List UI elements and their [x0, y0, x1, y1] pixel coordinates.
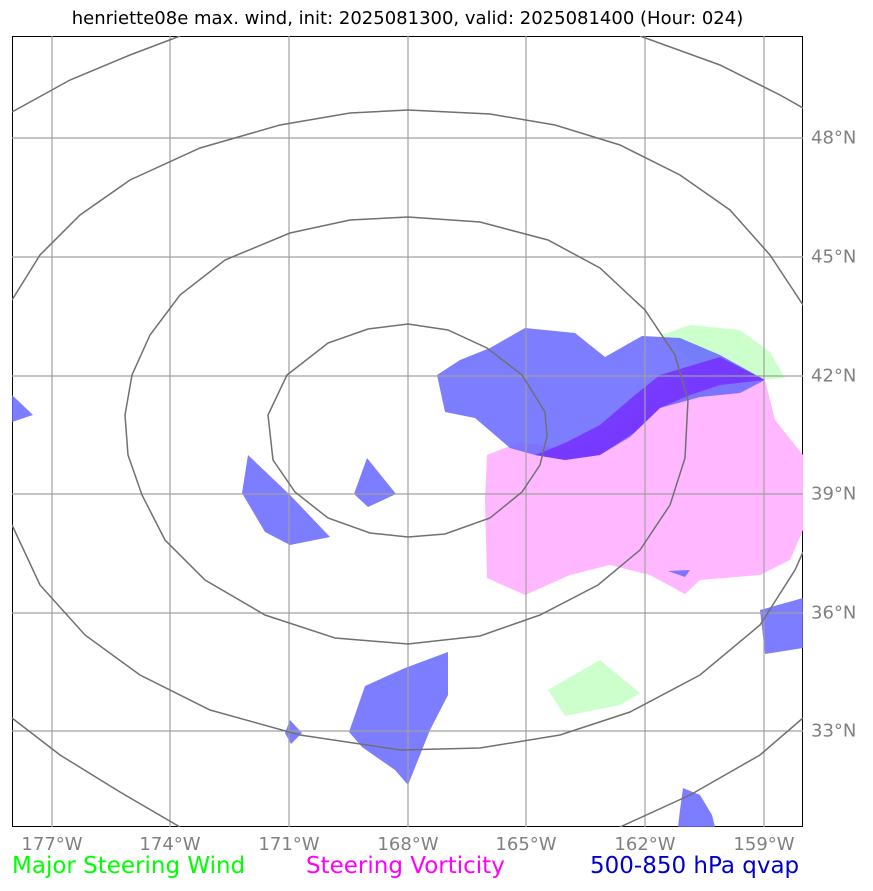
- gridlines: [12, 36, 803, 827]
- longitude-label: 168°W: [377, 834, 439, 855]
- wind-contours: [12, 36, 803, 827]
- legend-qvap: 500-850 hPa qvap: [590, 853, 800, 879]
- map-title: henriette08e max. wind, init: 2025081300…: [71, 8, 744, 29]
- longitude-label: 165°W: [495, 834, 557, 855]
- qvap-area: [760, 598, 803, 654]
- longitude-label: 177°W: [21, 834, 83, 855]
- latitude-label: 48°N: [811, 127, 857, 149]
- longitude-label: 159°W: [733, 834, 795, 855]
- longitude-label: 162°W: [614, 834, 676, 855]
- qvap-area: [437, 328, 765, 460]
- qvap-area: [349, 652, 448, 785]
- steering-wind-area: [662, 325, 785, 380]
- latitude-label: 33°N: [811, 720, 857, 742]
- longitude-label: 174°W: [139, 834, 201, 855]
- longitude-label: 171°W: [258, 834, 320, 855]
- legend-steering-wind: Major Steering Wind: [12, 853, 246, 879]
- qvap-area: [242, 455, 330, 545]
- steering-wind-area: [548, 660, 640, 716]
- qvap-area: [510, 357, 765, 460]
- latitude-label: 42°N: [811, 365, 857, 387]
- qvap-area: [678, 788, 715, 827]
- latitude-label: 39°N: [811, 483, 857, 505]
- qvap-area: [12, 395, 33, 422]
- latitude-label: 36°N: [811, 602, 857, 624]
- legend-steering-vorticity: Steering Vorticity: [306, 853, 505, 879]
- latitude-label: 45°N: [811, 246, 857, 268]
- qvap-area: [354, 458, 396, 507]
- steering-vorticity-area: [485, 372, 803, 595]
- qvap-area: [668, 570, 690, 577]
